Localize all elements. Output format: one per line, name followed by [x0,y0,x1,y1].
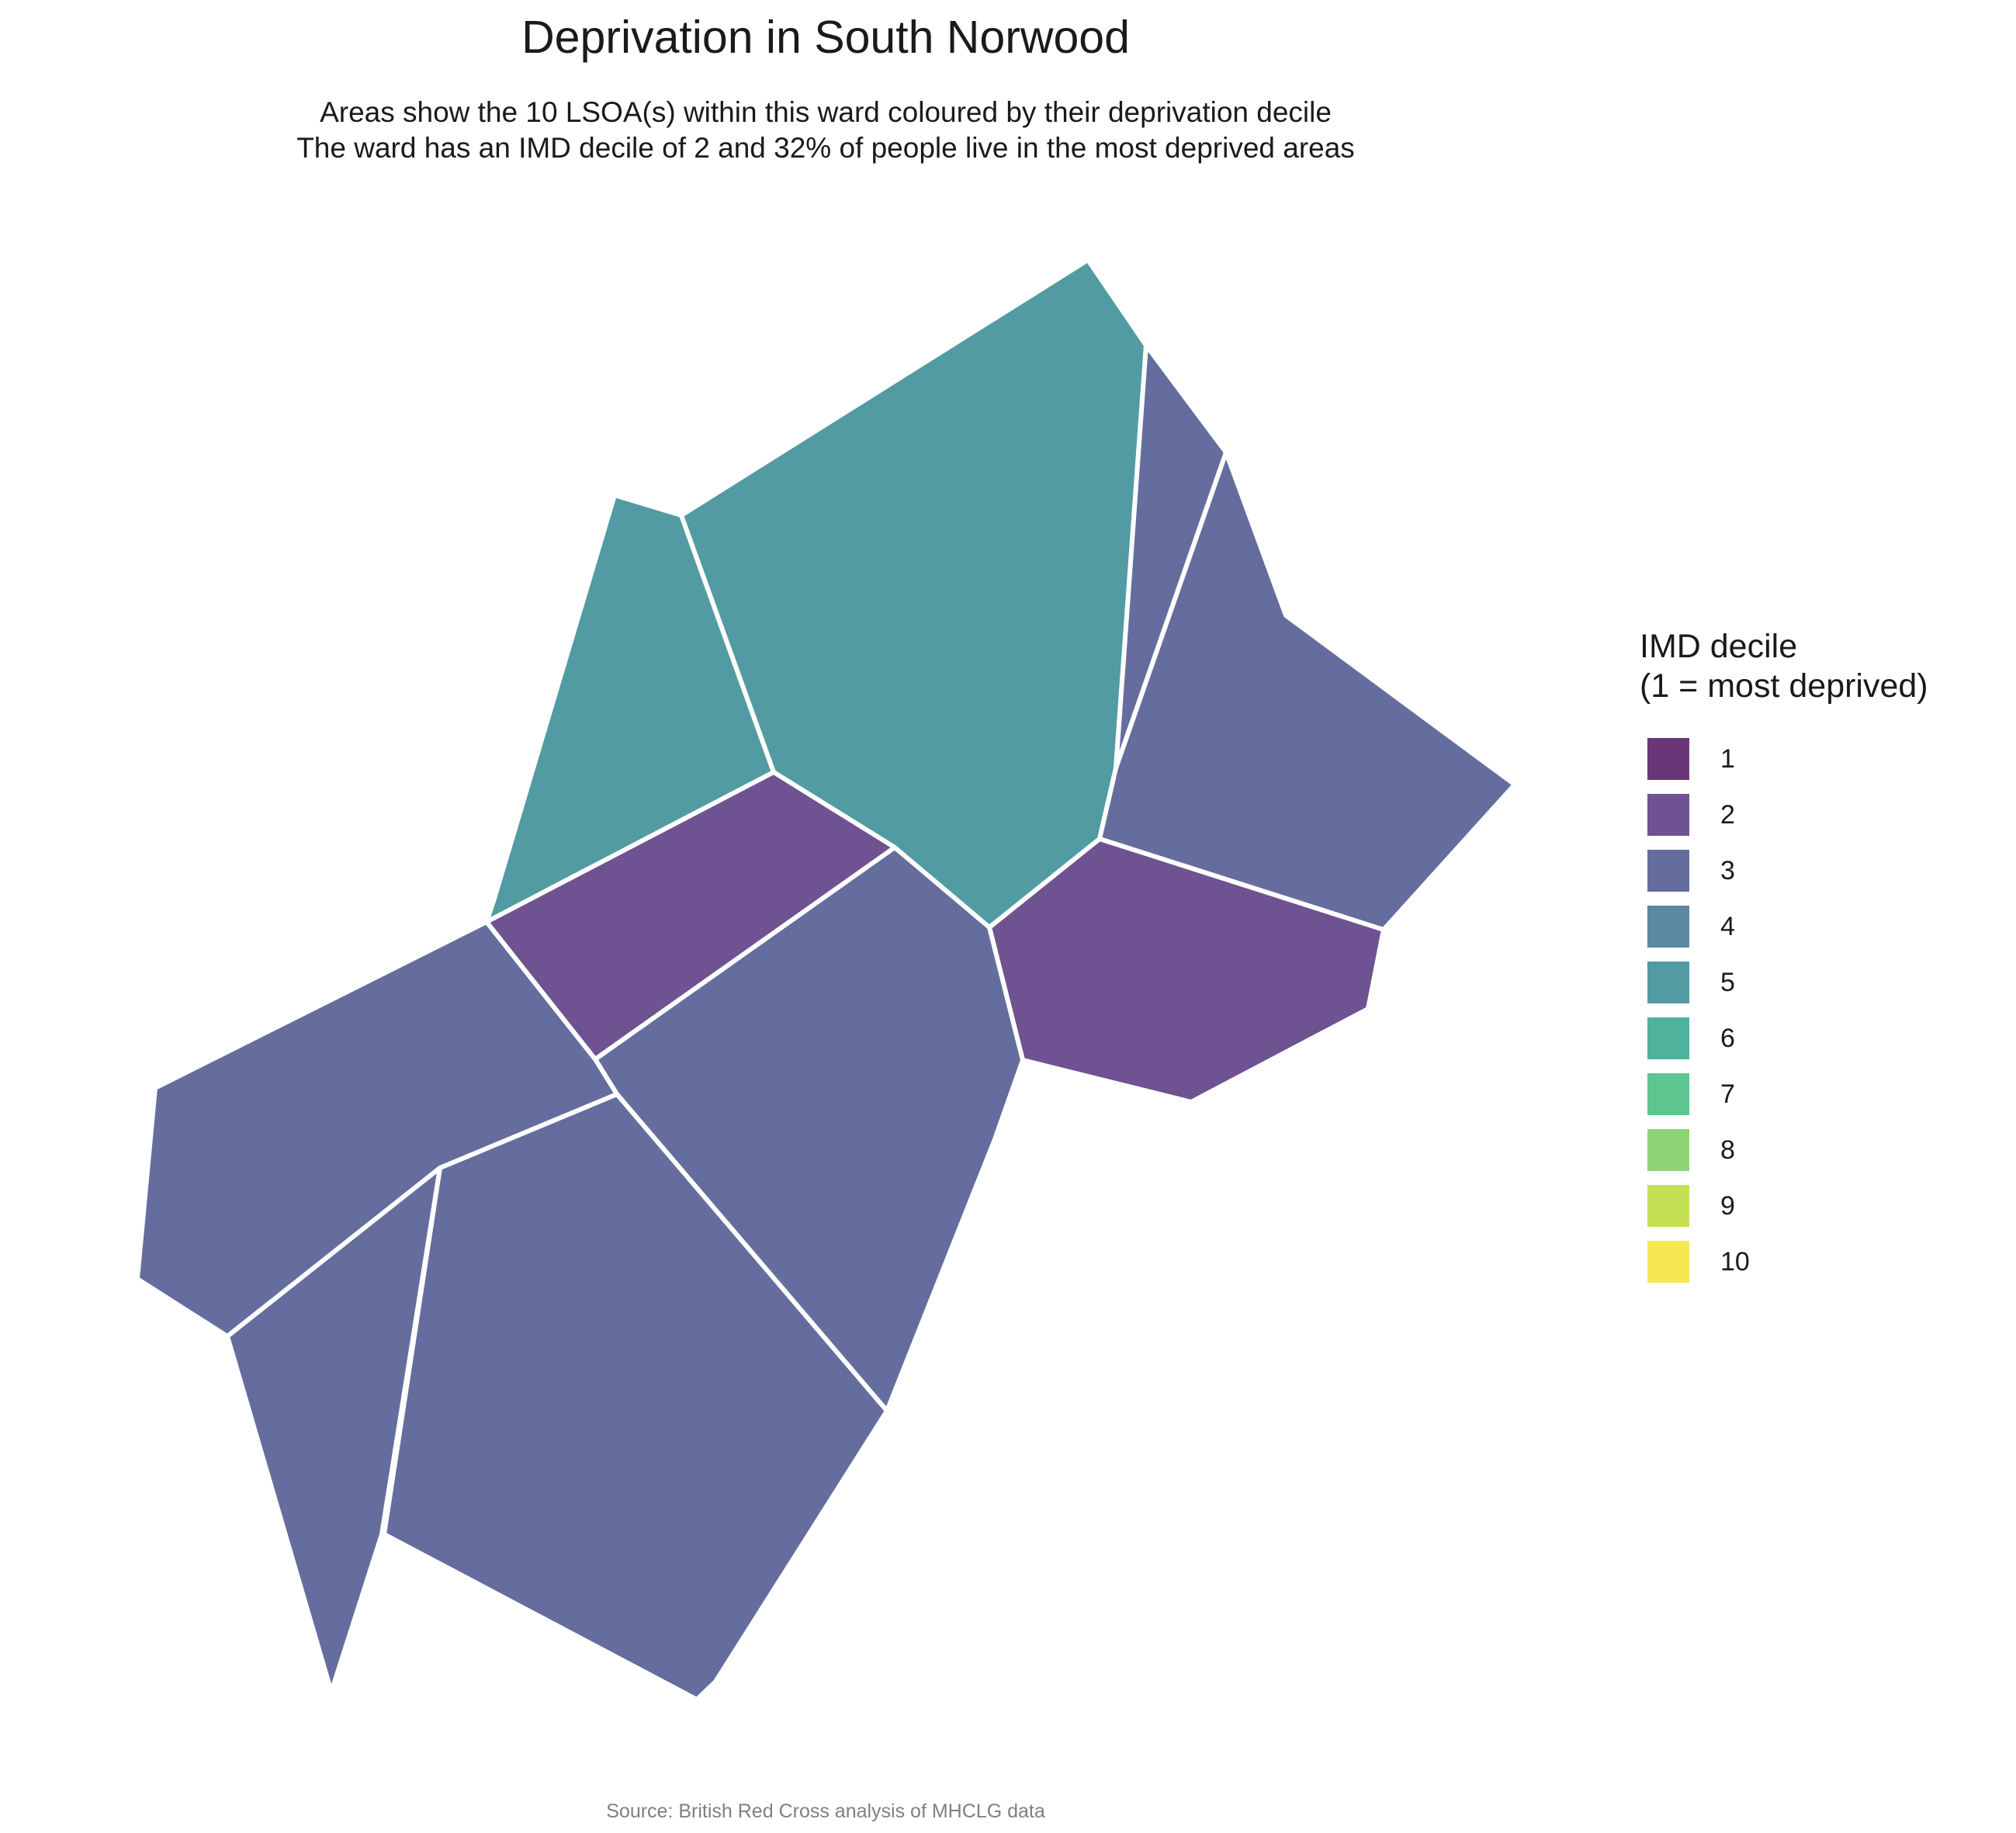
map-subtitle-line-1: Areas show the 10 LSOA(s) within this wa… [320,96,1332,128]
legend-label: 9 [1720,1191,1735,1221]
legend-swatch [1647,1129,1689,1171]
legend-label: 1 [1720,744,1735,774]
legend-label: 7 [1720,1079,1735,1109]
legend-swatch [1647,962,1689,1003]
legend-label: 3 [1720,856,1735,885]
legend-swatch [1647,906,1689,948]
legend-label: 8 [1720,1135,1735,1165]
legend-label: 10 [1720,1247,1750,1277]
legend-swatch [1647,1017,1689,1059]
legend-swatch [1647,738,1689,780]
legend-label: 5 [1720,968,1735,997]
legend-title-line-1: IMD decile [1640,628,1798,665]
legend-swatch [1647,1241,1689,1283]
legend-label: 6 [1720,1024,1735,1053]
legend-label: 2 [1720,800,1735,830]
map-title: Deprivation in South Norwood [521,12,1130,63]
legend-title-line-2: (1 = most deprived) [1640,667,1928,705]
map-subtitle-line-2: The ward has an IMD decile of 2 and 32% … [296,132,1355,164]
legend-label: 4 [1720,912,1735,941]
legend-swatch [1647,794,1689,836]
legend-swatch [1647,850,1689,892]
legend-swatch [1647,1185,1689,1227]
legend-swatch [1647,1073,1689,1115]
map-area-lsoa-south [382,1092,889,1702]
source-caption: Source: British Red Cross analysis of MH… [606,1800,1045,1822]
legend-title: IMD decile (1 = most deprived) [1640,627,1928,705]
legend: IMD decile (1 = most deprived) 1 2 3 4 5 6 7 8 9… [1640,627,1928,1283]
